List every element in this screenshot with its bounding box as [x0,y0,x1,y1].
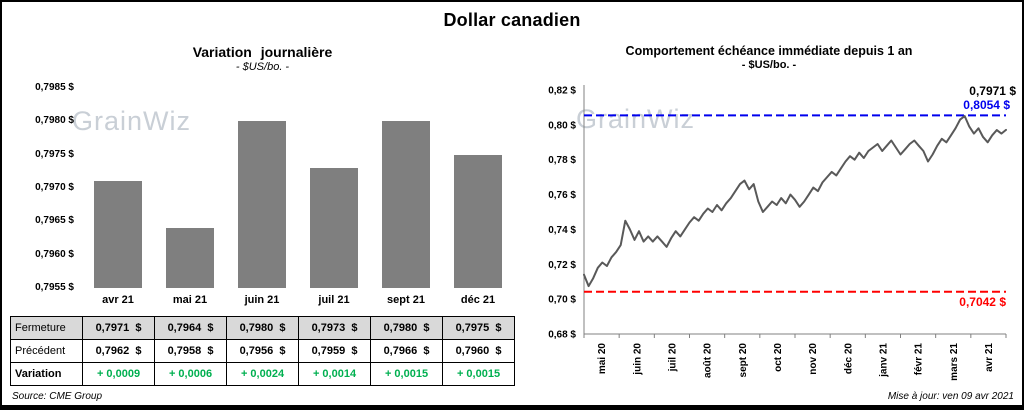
table-cell: 0,7960 $ [442,339,515,363]
x-tick-label: mars 21 [949,343,960,381]
x-tick-label: sept 20 [738,343,749,378]
right-chart-subtitle: - $US/bo. - [741,59,797,71]
table-cell: + 0,0015 [370,362,443,386]
table-cell: 0,7964 $ [154,316,227,340]
table-row-variation: Variation + 0,0009 + 0,0006 + 0,0024 + 0,001… [10,362,515,386]
month-label: avr 21 [102,294,134,306]
table-cell: 0,7958 $ [154,339,227,363]
month-label: juil 21 [318,294,350,306]
bar-juin-21 [238,121,286,288]
left-chart-subtitle: - $US/bo. - [235,61,290,73]
y-tick-label: 0,78 $ [548,155,576,166]
bar-y-tick-label: 0,7955 $ [35,282,74,293]
y-tick-label: 0,68 $ [548,330,576,341]
month-label: déc 21 [460,294,496,306]
x-tick-label: oct 20 [773,343,784,372]
table-cell: 0,7962 $ [82,339,155,363]
watermark-logo: GrainWiz [576,104,696,134]
table-row-precedent: Précédent 0,7962 $0,7958 $0,7956 $0,7959 … [10,339,515,363]
month-label: sept 21 [387,294,425,306]
table-cell: 0,7956 $ [226,339,299,363]
x-tick-label: juin 20 [632,343,643,376]
last-price-label: 0,7971 $ [969,84,1016,99]
line-chart: 0,82 $ 0,80 $ 0,78 $ 0,76 $ 0,74 $ 0,72 $ 0,70… [548,85,1007,381]
x-tick-label: août 20 [703,343,714,378]
bar-sept-21 [382,121,430,288]
table-cell: 0,7980 $ [226,316,299,340]
y-tick-label: 0,82 $ [548,86,576,97]
y-tick-label: 0,80 $ [548,120,576,131]
table-cell: + 0,0015 [442,362,515,386]
high-line-label: 0,8054 $ [963,98,1010,113]
y-tick-label: 0,72 $ [548,260,576,271]
bar-chart-area: 0,7985 $ 0,7980 $ 0,7975 $ 0,7970 $ 0,7965 $… [10,82,514,293]
month-label: mai 21 [172,294,208,306]
table-row-fermeture: Fermeture 0,7971 $0,7964 $0,7980 $0,7973 … [10,316,515,340]
left-chart-title: Variation journalière [192,44,333,60]
table-cell: 0,7971 $ [82,316,155,340]
bar-y-tick-label: 0,7960 $ [35,248,74,260]
source-note: Source: CME Group [12,391,103,402]
watermark-logo: GrainWiz [72,106,192,136]
table-cell: 0,7980 $ [370,316,443,340]
page-title: Dollar canadien [443,10,581,30]
x-tick-label: déc 20 [843,343,854,375]
bar-y-tick-label: 0,7980 $ [35,115,74,127]
row-label: Précédent [10,339,83,363]
bar-chart-plot [82,88,514,288]
bar-y-tick-label: 0,7965 $ [35,215,74,227]
daily-variation-panel: Variation journalière - $US/bo. - GrainW… [10,36,515,404]
table-cell: 0,7973 $ [298,316,371,340]
x-tick-label: nov 20 [808,343,819,375]
table-cell: + 0,0006 [154,362,227,386]
bar-juil-21 [310,168,358,288]
y-tick-label: 0,70 $ [548,295,576,306]
table-cell: 0,7966 $ [370,339,443,363]
x-tick-label: juil 20 [667,343,678,373]
low-line-label: 0,7042 $ [959,294,1006,309]
table-cell: 0,7975 $ [442,316,515,340]
bar-avr-21 [94,181,142,288]
table-cell: + 0,0014 [298,362,371,386]
quotes-table: Fermeture 0,7971 $0,7964 $0,7980 $0,7973 … [10,316,515,386]
row-label: Variation [10,362,83,386]
bar-chart-month-labels: avr 21 mai 21 juin 21 juil 21 sept 21 déc 21 [82,294,514,306]
month-label: juin 21 [244,294,280,306]
table-cell: 0,7959 $ [298,339,371,363]
row-label: Fermeture [10,316,83,340]
bar-mai-21 [166,228,214,288]
table-cell: + 0,0024 [226,362,299,386]
bar-y-tick-label: 0,7975 $ [35,148,74,160]
x-tick-label: janv 21 [878,343,889,378]
table-cell: + 0,0009 [82,362,155,386]
bar-y-tick-label: 0,7985 $ [35,82,74,93]
y-tick-label: 0,76 $ [548,190,576,201]
update-note: Mise à jour: ven 09 avr 2021 [887,391,1014,402]
one-year-behavior-panel: Comportement échéance immédiate depuis 1… [518,36,1020,404]
x-tick-label: mai 20 [597,343,608,375]
bar-déc-21 [454,154,502,288]
x-tick-label: avr 21 [984,343,995,372]
right-chart-title: Comportement échéance immédiate depuis 1… [625,44,913,58]
price-line [583,115,1007,288]
x-tick-label: févr 21 [914,343,925,376]
bar-y-tick-label: 0,7970 $ [35,182,74,193]
y-tick-label: 0,74 $ [548,225,576,236]
